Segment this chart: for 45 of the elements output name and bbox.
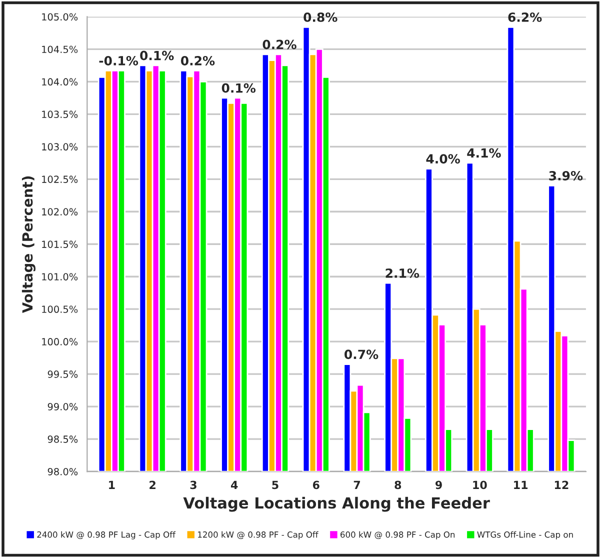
- x-tick-label: 3: [190, 480, 196, 490]
- y-tick-label: 101.0%: [42, 273, 78, 280]
- y-tick-label: 103.5%: [42, 110, 78, 118]
- y-tick-label: 105.0%: [42, 13, 78, 21]
- annotation: 4.1%: [467, 148, 501, 158]
- legend-label: 2400 kW @ 0.98 PF Lag - Cap Off: [37, 531, 176, 540]
- annotation: 0.1%: [140, 50, 174, 60]
- x-tick-label: 6: [312, 480, 320, 490]
- annotation: 0.1%: [222, 83, 256, 93]
- y-tick-label: 103.0%: [42, 143, 78, 151]
- annotation: 2.1%: [386, 268, 420, 278]
- x-tick-label: 12: [554, 480, 568, 489]
- annotation: 0.2%: [262, 40, 296, 50]
- x-tick-label: 10: [473, 480, 487, 490]
- y-tick-label: 99.5%: [48, 370, 78, 378]
- x-tick-label: 1: [109, 480, 115, 489]
- legend-label: 1200 kW @ 0.98 PF - Cap Off: [198, 531, 318, 540]
- x-tick-label: 5: [272, 480, 278, 490]
- y-tick-label: 100.0%: [42, 338, 78, 346]
- y-tick-label: 104.0%: [42, 78, 78, 86]
- annotation: 4.0%: [426, 154, 460, 164]
- y-tick-label: 99.0%: [48, 403, 78, 410]
- y-tick-label: 102.5%: [42, 176, 78, 183]
- annotation: 0.8%: [304, 12, 338, 22]
- x-tick-label: 2: [150, 480, 156, 489]
- x-tick-label: 4: [230, 480, 238, 489]
- annotation: 0.7%: [344, 350, 378, 360]
- annotation: 3.9%: [549, 171, 583, 180]
- legend-label: WTGs Off-Line - Cap on: [477, 531, 573, 540]
- annotation: 6.2%: [508, 12, 542, 22]
- x-tick-label: 9: [435, 480, 442, 490]
- x-axis-title: Voltage Locations Along the Feeder: [183, 496, 490, 512]
- y-tick-label: 100.5%: [42, 306, 78, 313]
- y-tick-label: 98.5%: [48, 436, 78, 443]
- legend-label: 600 kW @ 0.98 PF - Cap On: [340, 531, 455, 540]
- y-tick-label: 102.0%: [42, 208, 78, 216]
- annotation: 0.2%: [180, 56, 215, 66]
- x-tick-label: 8: [394, 480, 402, 490]
- y-tick-label: 104.5%: [42, 46, 78, 54]
- y-tick-label: 101.5%: [42, 240, 78, 248]
- annotation: -0.1%: [99, 56, 138, 66]
- y-axis-title: Voltage (Percent): [22, 176, 36, 313]
- x-tick-label: 11: [514, 480, 528, 489]
- y-tick-label: 98.0%: [48, 468, 78, 476]
- x-tick-label: 7: [354, 480, 360, 489]
